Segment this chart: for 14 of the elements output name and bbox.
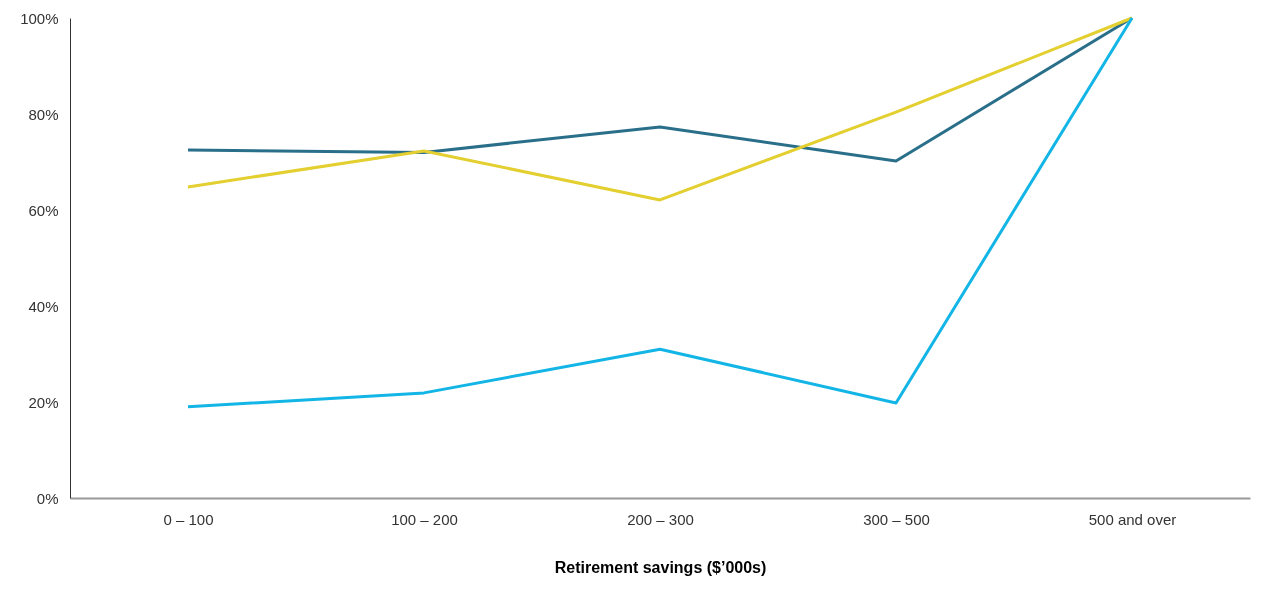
- x-axis-title: Retirement savings ($’000s): [554, 558, 767, 576]
- y-tick-label: 0%: [36, 489, 59, 507]
- x-tick-label: 500 and over: [1088, 510, 1177, 528]
- y-tick-label: 80%: [28, 105, 59, 123]
- y-tick-label: 40%: [28, 297, 59, 315]
- y-tick-label: 60%: [28, 201, 59, 219]
- x-tick-label: 100 – 200: [391, 510, 458, 528]
- line-series: [186, 16, 1134, 409]
- x-tick-label: 300 – 500: [863, 510, 930, 528]
- x-tick-label: 0 – 100: [163, 510, 214, 528]
- line-series: [186, 16, 1134, 202]
- x-tick-label: 200 – 300: [627, 510, 694, 528]
- y-tick-label: 100%: [20, 9, 59, 27]
- y-tick-label: 20%: [28, 393, 59, 411]
